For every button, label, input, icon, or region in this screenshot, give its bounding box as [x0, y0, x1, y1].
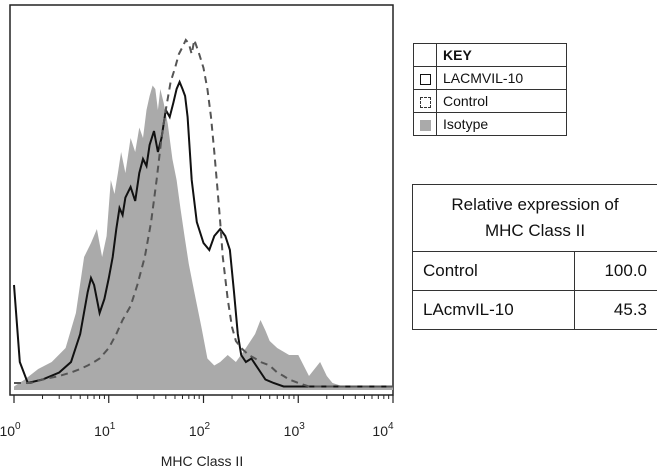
plot-frame [9, 4, 394, 396]
x-tick-label: 100 [0, 421, 21, 439]
series-isotype [14, 85, 393, 390]
table-header-line2: MHC Class II [484, 221, 586, 240]
table-header-line1: Relative expression of [451, 195, 619, 214]
dashed-line-swatch-icon [419, 96, 431, 108]
x-axis: 100 101 102 103 104 [0, 395, 394, 439]
table-header: Relative expression of MHC Class II [412, 184, 657, 252]
histogram-plot: 100 101 102 103 104 MHC Class II [0, 4, 394, 469]
key-row-lacmvil10: LACMVIL-10 [413, 66, 567, 90]
row-value-lacmvil10: 45.3 [574, 290, 657, 330]
series-control [14, 36, 393, 388]
x-tick-label: 103 [284, 421, 306, 439]
key-label-isotype: Isotype [436, 112, 567, 136]
relative-expression-table: Relative expression of MHC Class II Cont… [412, 184, 657, 330]
key-row-isotype: Isotype [413, 112, 567, 136]
x-axis-title: MHC Class II [161, 453, 243, 469]
key-header-row: KEY [413, 43, 567, 67]
table-row: LAcmvIL-10 45.3 [412, 290, 657, 330]
key-label-control: Control [436, 89, 567, 113]
x-tick-label: 102 [189, 421, 211, 439]
legend-key: KEY LACMVIL-10 Control Isotype [413, 43, 567, 136]
row-label-lacmvil10: LAcmvIL-10 [412, 290, 575, 330]
x-tick-label: 101 [94, 421, 116, 439]
row-label-control: Control [412, 251, 575, 291]
table-header-row: Relative expression of MHC Class II [412, 184, 657, 252]
series-layer [13, 36, 393, 390]
x-tick-label: 104 [372, 421, 394, 439]
key-label-lacmvil10: LACMVIL-10 [436, 66, 567, 90]
filled-swatch-icon [419, 119, 431, 131]
table-row: Control 100.0 [412, 251, 657, 291]
key-row-control: Control [413, 89, 567, 113]
key-header: KEY [436, 43, 567, 67]
row-value-control: 100.0 [574, 251, 657, 291]
solid-line-swatch-icon [419, 73, 431, 85]
